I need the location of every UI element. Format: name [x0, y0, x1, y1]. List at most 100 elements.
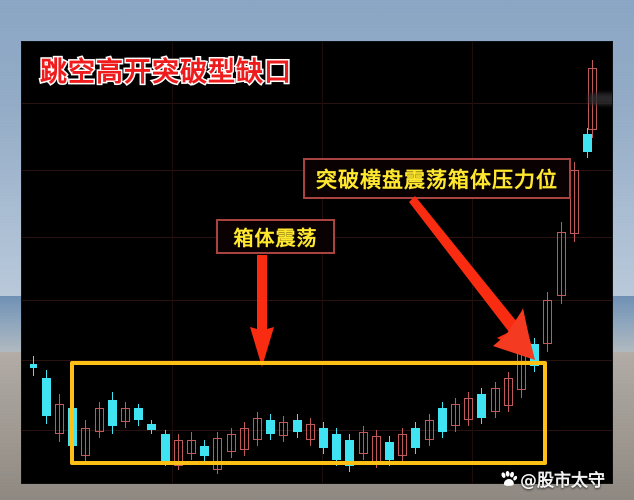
annotation-resistance-breakout: 突破横盘震荡箱体压力位 [303, 158, 571, 199]
candle-body [55, 404, 64, 434]
candle-24 [345, 434, 354, 472]
candle-wick [561, 222, 562, 304]
candle-body [306, 424, 315, 440]
watermark-handle: @股市太守 [520, 471, 605, 491]
candle-body [253, 418, 262, 440]
candlestick-chart-panel[interactable] [22, 42, 612, 483]
candle-body [134, 408, 143, 420]
candle-19 [279, 416, 288, 442]
candle-wick [376, 430, 377, 468]
annotation-box-consolidation-label: 箱体震荡 [233, 226, 318, 250]
candle-39 [543, 292, 552, 352]
candle-34 [477, 388, 486, 424]
candle-wick [547, 292, 548, 352]
candle-wick [521, 342, 522, 398]
consolidation-range-rectangle [70, 361, 547, 465]
candle-body [30, 364, 37, 368]
candle-body [345, 440, 354, 466]
candle-1 [42, 370, 51, 424]
watermark: @股市太守 [500, 466, 605, 491]
gridline-5 [22, 430, 612, 431]
arrow-down-icon [250, 255, 274, 367]
candle-wick [363, 426, 364, 460]
candle-41 [570, 162, 579, 242]
candle-body [385, 442, 394, 460]
candle-wick [310, 418, 311, 446]
candle-wick [455, 398, 456, 432]
candle-36 [504, 372, 513, 412]
candle-body [200, 446, 209, 456]
candle-body [108, 400, 117, 426]
candle-31 [438, 402, 447, 438]
gridline-4 [22, 360, 612, 361]
candle-32 [451, 398, 460, 432]
candle-35 [491, 382, 500, 418]
candle-4 [81, 420, 90, 462]
candle-13 [200, 440, 209, 462]
candle-body [504, 378, 513, 406]
candle-12 [187, 432, 196, 460]
candle-body [121, 408, 130, 422]
candle-wick [574, 162, 575, 242]
candle-25 [359, 426, 368, 460]
candle-23 [332, 428, 341, 466]
candle-wick [468, 392, 469, 426]
candle-16 [240, 422, 249, 456]
candle-6 [108, 392, 117, 434]
candle-wick [125, 402, 126, 428]
candle-body [293, 420, 302, 432]
candle-15 [227, 428, 236, 458]
candle-17 [253, 412, 262, 446]
candle-33 [464, 392, 473, 426]
candle-body [425, 420, 434, 440]
candle-body [570, 170, 579, 234]
candle-body [438, 408, 447, 432]
candle-body [583, 134, 592, 152]
candle-body [147, 424, 156, 430]
candle-body [213, 438, 222, 470]
candle-42 [583, 128, 592, 158]
candle-wick [231, 428, 232, 458]
candle-40 [557, 222, 566, 304]
blurred-overlay [588, 93, 612, 105]
candle-body [240, 428, 249, 450]
candle-30 [425, 414, 434, 446]
page-title-text: 跳空高开突破型缺口 [39, 56, 293, 90]
candle-body [398, 434, 407, 456]
candle-body [464, 398, 473, 420]
vgridline-0 [172, 42, 173, 483]
annotation-box-consolidation: 箱体震荡 [216, 219, 335, 254]
gridline-0 [22, 103, 612, 104]
candle-body [451, 404, 460, 426]
candle-wick [178, 434, 179, 470]
candle-27 [385, 436, 394, 466]
candle-body [359, 432, 368, 454]
candle-wick [217, 432, 218, 474]
candle-wick [429, 414, 430, 446]
candle-body [95, 408, 104, 432]
candle-body [279, 422, 288, 436]
candle-7 [121, 402, 130, 428]
candle-wick [283, 416, 284, 442]
vgridline-1 [322, 42, 323, 483]
annotation-resistance-label: 突破横盘震荡箱体压力位 [316, 167, 558, 192]
candle-14 [213, 432, 222, 474]
candle-body [174, 440, 183, 466]
candle-9 [147, 420, 156, 434]
candle-0 [30, 356, 37, 376]
page-title: 跳空高开突破型缺口 [39, 50, 293, 90]
candle-body [319, 428, 328, 448]
candle-8 [134, 404, 143, 426]
candle-body [187, 440, 196, 454]
gridline-3 [22, 300, 612, 301]
candle-wick [257, 412, 258, 446]
candle-wick [244, 422, 245, 456]
candle-2 [55, 394, 64, 442]
candle-22 [319, 422, 328, 454]
candle-body [543, 300, 552, 344]
vgridline-2 [472, 42, 473, 483]
baidu-paw-icon [500, 471, 517, 486]
candle-body [557, 232, 566, 296]
candle-29 [411, 422, 420, 454]
candle-body [266, 420, 275, 434]
